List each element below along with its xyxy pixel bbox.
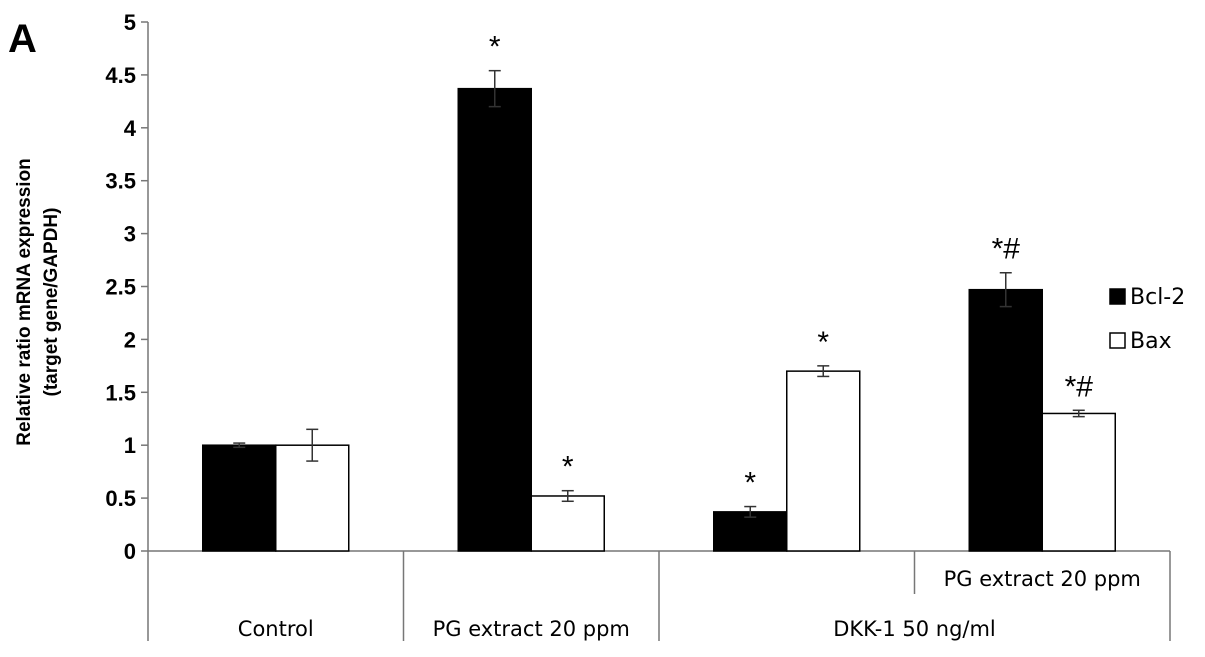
bar-bax [1041, 412, 1116, 552]
significance-mark: *# [1065, 370, 1094, 403]
y-tick-label: 4.5 [105, 63, 136, 88]
x-category-labels: PG extract 20 ppm Control PG extract 20 pp… [238, 567, 1141, 641]
bar-bcl-2 [968, 288, 1043, 552]
bar-bax [786, 370, 861, 552]
y-axis-label-line-2: (target gene/GAPDH) [41, 208, 62, 397]
y-tick-label: 2.5 [105, 275, 136, 300]
panel-label: A [8, 17, 37, 61]
significance-mark: * [489, 31, 501, 64]
significance-mark: * [817, 326, 829, 359]
legend-swatch-bcl-2 [1109, 288, 1126, 305]
bar-bax [530, 495, 605, 552]
x-category-label-upper: PG extract 20 ppm [944, 567, 1141, 591]
y-tick-label: 3.5 [105, 169, 136, 194]
x-category-label-lower: Control [238, 617, 314, 641]
bar-bax [275, 444, 350, 552]
legend: Bcl-2 Bax [1109, 285, 1185, 354]
y-tick-label: 3 [124, 222, 136, 247]
significance-mark: *# [992, 233, 1021, 266]
y-tick-label: 1 [124, 433, 136, 458]
legend-label-bax: Bax [1130, 329, 1172, 354]
x-category-label-lower: DKK-1 50 ng/ml [833, 617, 996, 641]
legend-label-bcl-2: Bcl-2 [1130, 285, 1185, 310]
significance-mark: * [744, 467, 756, 500]
significance-mark: * [562, 451, 574, 484]
bar-bcl-2 [457, 87, 532, 552]
y-tick-label: 0.5 [105, 486, 136, 511]
y-axis-label-line-1: Relative ratio mRNA expression [14, 158, 35, 446]
legend-swatch-bax [1109, 332, 1126, 349]
bar-bcl-2 [713, 511, 788, 552]
y-tick-label: 1.5 [105, 380, 136, 405]
y-tick-label: 5 [124, 10, 136, 35]
bars: * * *# * * *# [202, 31, 1116, 552]
y-tick-label: 0 [124, 539, 136, 564]
y-tick-label: 4 [124, 116, 137, 141]
bar-bcl-2 [202, 444, 277, 552]
y-tick-label: 2 [124, 327, 136, 352]
x-category-label-lower: PG extract 20 ppm [433, 617, 630, 641]
